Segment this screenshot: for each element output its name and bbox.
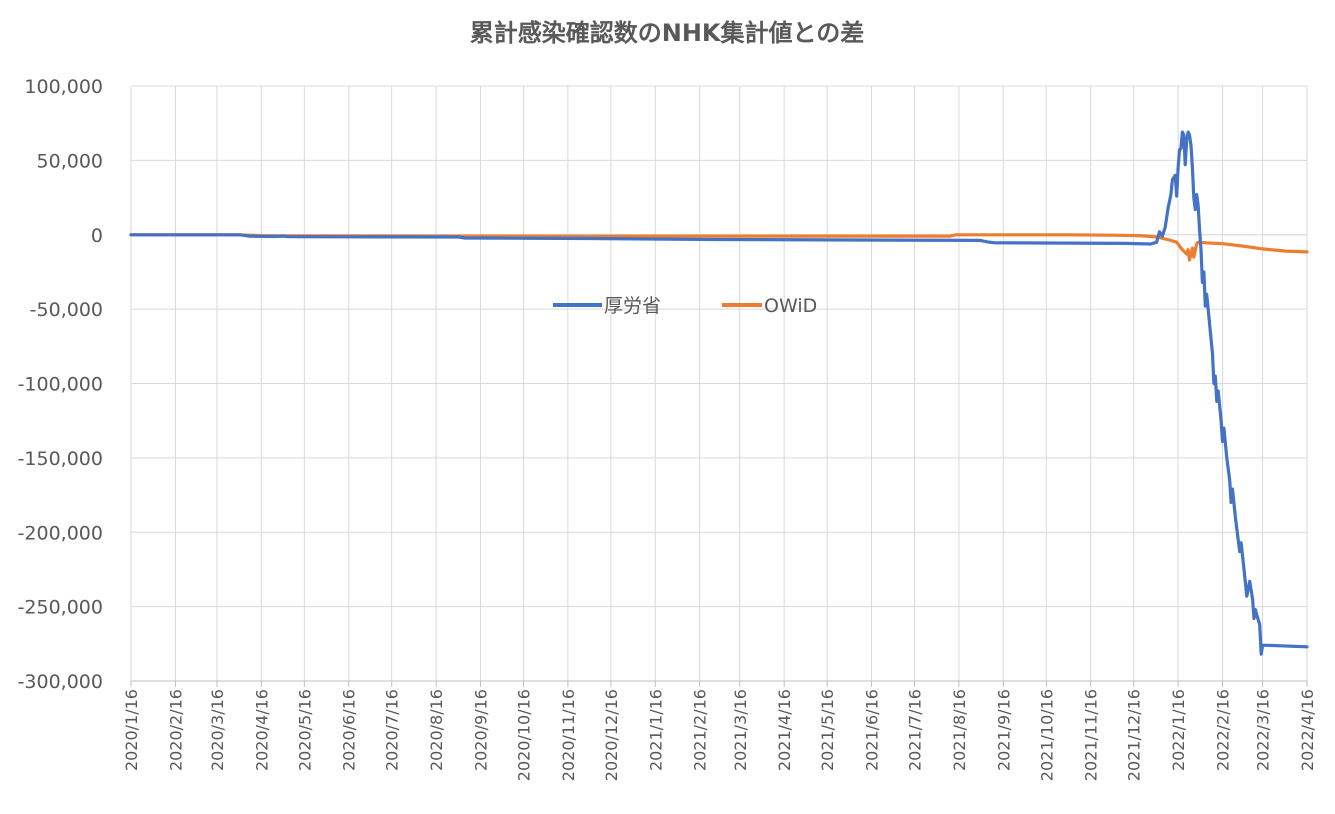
x-tick-label: 2020/7/16 bbox=[383, 689, 402, 771]
x-tick-label: 2020/9/16 bbox=[472, 689, 491, 771]
x-tick-label: 2020/11/16 bbox=[559, 689, 578, 781]
y-tick-label: -50,000 bbox=[30, 299, 103, 321]
x-tick-label: 2020/8/16 bbox=[427, 689, 446, 771]
y-tick-label: 0 bbox=[91, 225, 103, 247]
x-tick-label: 2020/6/16 bbox=[340, 689, 359, 771]
series-line-owid bbox=[129, 233, 1309, 262]
legend-label-owid: OWiD bbox=[764, 295, 817, 317]
x-tick-label: 2021/2/16 bbox=[691, 689, 710, 771]
x-tick-label: 2022/4/16 bbox=[1298, 689, 1317, 771]
grid bbox=[130, 85, 1308, 682]
x-tick-label: 2020/5/16 bbox=[295, 689, 314, 771]
x-tick-label: 2022/1/16 bbox=[1169, 689, 1188, 771]
x-tick-label: 2021/4/16 bbox=[775, 689, 794, 771]
x-tick-label: 2021/6/16 bbox=[863, 689, 882, 771]
axes: 100,000 50,000 0 -50,000 -100,000 -150,000 -20… bbox=[18, 76, 1317, 781]
x-tick-label: 2021/10/16 bbox=[1037, 689, 1056, 781]
x-tick-label: 2021/12/16 bbox=[1125, 689, 1144, 781]
x-tick-label: 2021/9/16 bbox=[994, 689, 1013, 771]
y-tick-label: -200,000 bbox=[18, 522, 103, 544]
x-tick-label: 2020/3/16 bbox=[208, 689, 227, 771]
x-tick-label: 2020/2/16 bbox=[166, 689, 185, 771]
y-tick-label: -300,000 bbox=[18, 671, 103, 693]
y-tick-label: -250,000 bbox=[18, 597, 103, 619]
x-tick-label: 2021/11/16 bbox=[1082, 689, 1101, 781]
y-tick-label: -100,000 bbox=[18, 374, 103, 396]
y-tick-label: -150,000 bbox=[18, 448, 103, 470]
x-tick-label: 2020/10/16 bbox=[514, 689, 533, 781]
x-tick-label: 2021/5/16 bbox=[818, 689, 837, 771]
x-tick-label: 2020/4/16 bbox=[252, 689, 271, 771]
x-tick-label: 2022/2/16 bbox=[1213, 689, 1232, 771]
x-tick-label: 2020/1/16 bbox=[122, 689, 141, 771]
x-tick-label: 2022/3/16 bbox=[1254, 689, 1273, 771]
y-tick-label: 50,000 bbox=[37, 150, 103, 172]
y-tick-label: 100,000 bbox=[24, 76, 103, 98]
series-lines bbox=[129, 130, 1309, 656]
x-tick-label: 2020/12/16 bbox=[602, 689, 621, 781]
x-tick-label: 2021/1/16 bbox=[646, 689, 665, 771]
x-tick-label: 2021/3/16 bbox=[731, 689, 750, 771]
legend: 厚労省 OWiD bbox=[553, 295, 817, 317]
x-tick-label: 2021/7/16 bbox=[906, 689, 925, 771]
legend-label-kourousho: 厚労省 bbox=[604, 295, 661, 317]
x-tick-label: 2021/8/16 bbox=[950, 689, 969, 771]
series-line-kourousho bbox=[129, 130, 1309, 656]
chart-title: 累計感染確認数のNHK集計値との差 bbox=[470, 19, 865, 47]
